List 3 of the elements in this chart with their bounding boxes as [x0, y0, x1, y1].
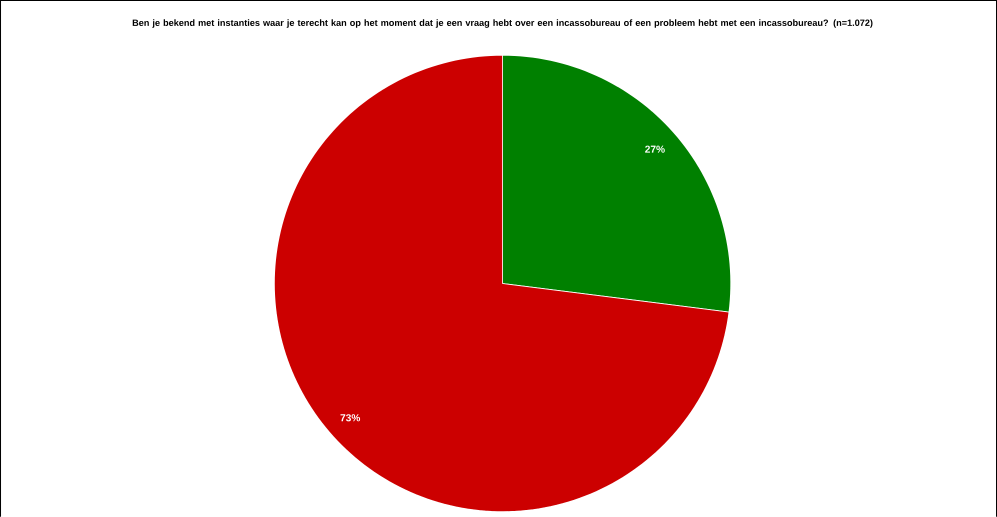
chart-title: Ben je bekend met instanties waar je terecht kan op het moment dat je een vraag hebt over een incassobureau of een probleem hebt met een incassobureau? (n=1.072)	[132, 19, 872, 28]
data-label: 73%	[340, 414, 360, 422]
data-label: 27%	[645, 145, 665, 153]
